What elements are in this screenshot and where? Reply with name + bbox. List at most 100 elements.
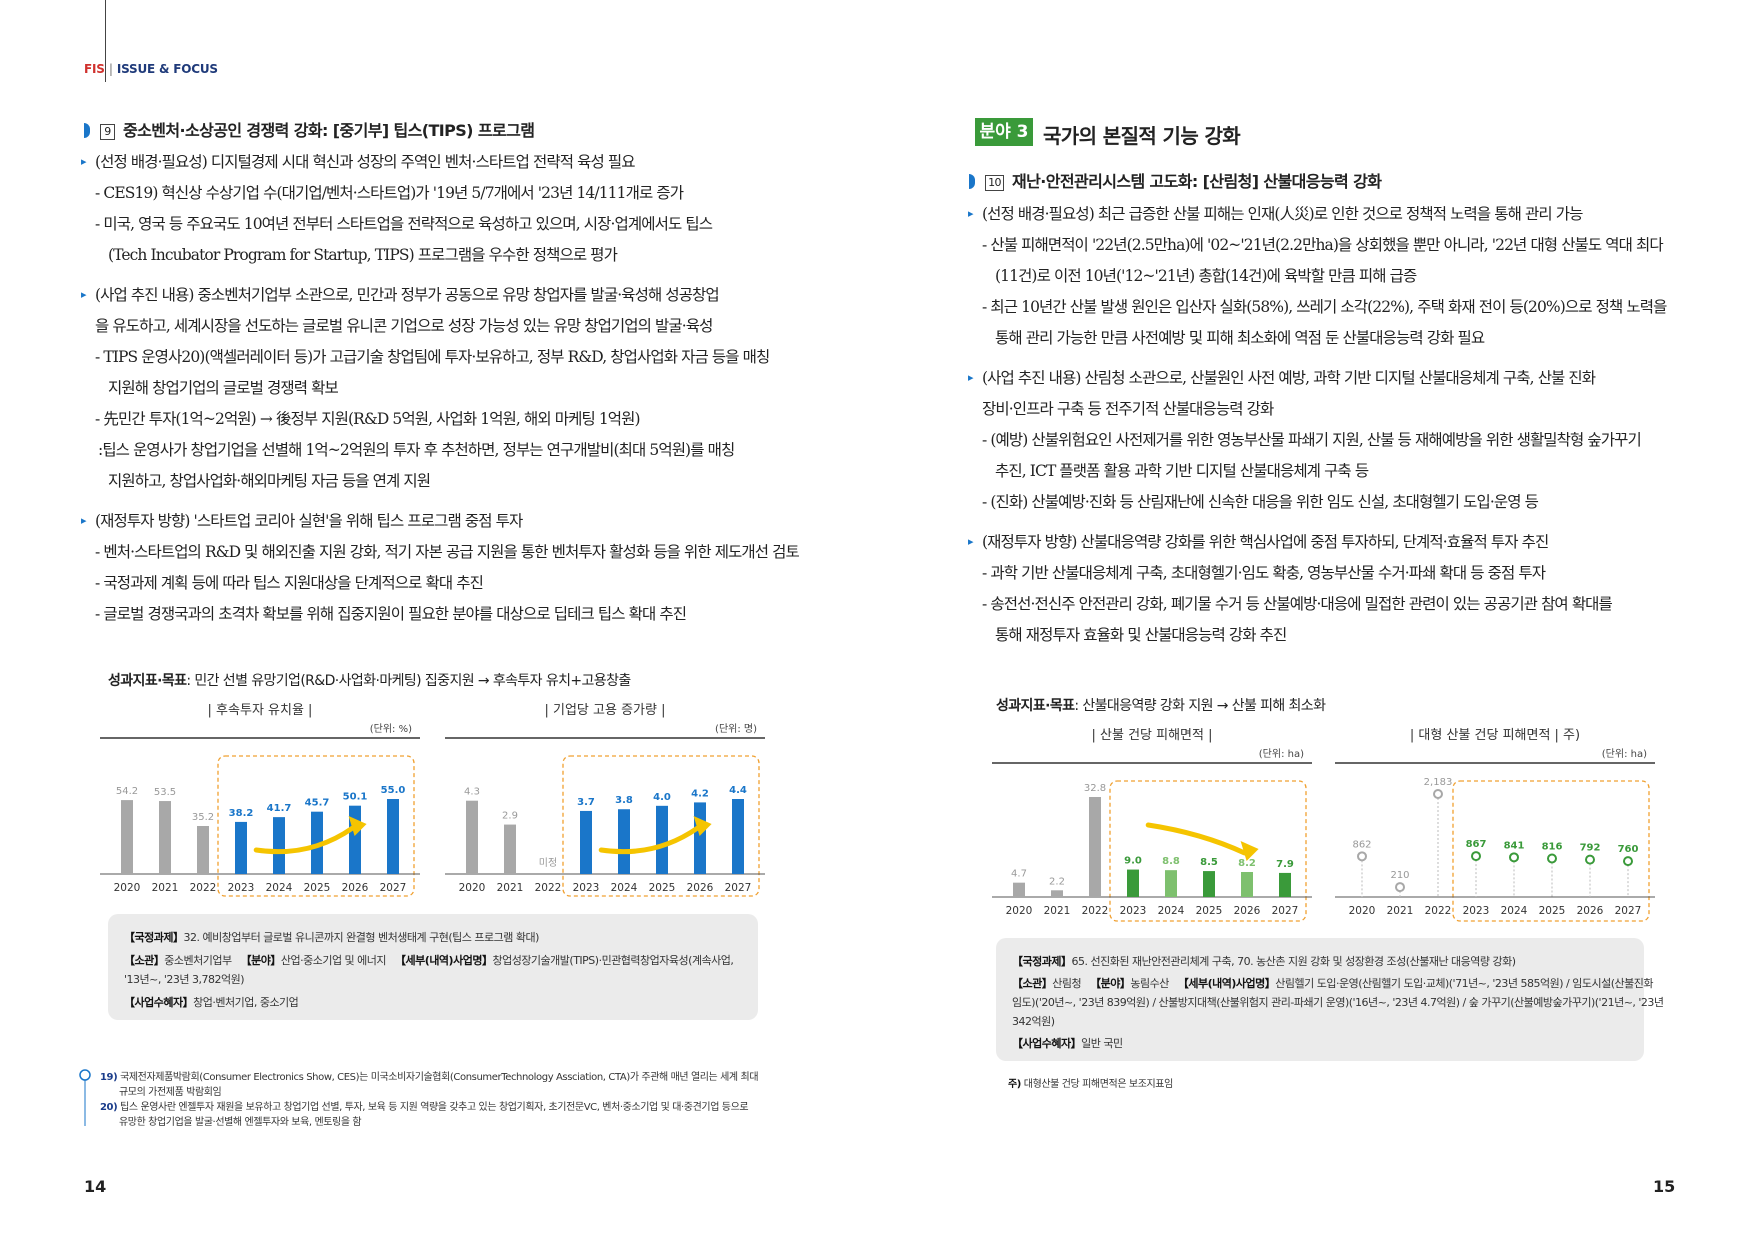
body-line: 추진, ICT 플랫폼 활용 과학 기반 디지털 산불대응체계 구축 등 (995, 462, 1369, 480)
data-label: 4.7 (1011, 869, 1027, 880)
body-line: - 산불 피해면적이 '22년(2.5만ha)에 '02~'21년(2.2만ha… (982, 236, 1664, 254)
chart-title: | 대형 산불 건당 피해면적 | 주) (1410, 728, 1580, 743)
bullet-paragraph: (재정투자 방향) '스타트업 코리아 실현'을 위해 팁스 프로그램 중점 투… (81, 511, 523, 531)
bar (694, 802, 706, 874)
data-label: 9.0 (1124, 856, 1142, 867)
box-line-3: 임도)('20년~, '23년 839억원) / 산불방지대책(산불위험지 관리… (1012, 996, 1664, 1009)
right-info-box: 【국정과제】65. 선진화된 재난안전관리체계 구축, 70. 농산촌 지원 강… (996, 938, 1664, 1061)
body-line: - 벤처·스타트업의 R&D 및 해외진출 지원 강화, 적기 자본 공급 지원… (95, 543, 800, 561)
data-label: 55.0 (381, 785, 406, 796)
lollipop-point (1623, 856, 1633, 867)
data-label: 8.2 (1238, 858, 1256, 869)
lollipop-point (1585, 854, 1595, 865)
left-section-title: 9 중소벤처·소상공인 경쟁력 강화: [중기부] 팁스(TIPS) 프로그램 (84, 117, 535, 141)
body-line: - 국정과제 계획 등에 따라 팁스 지원대상을 단계적으로 확대 추진 (95, 574, 484, 592)
box-line-4: 【사업수혜자】창업·벤처기업, 중소기업 (124, 996, 299, 1009)
x-tick-label: 2022 (190, 882, 217, 894)
chart-employment-increase: | 기업당 고용 증가량 | (단위: 명) 2020 4.3 2021 2.9 2022 미… (445, 703, 765, 897)
body-line: 통해 관리 가능한 만큼 사전예방 및 피해 최소화에 역점 둔 산불대응능력 … (995, 329, 1485, 347)
x-tick-label: 2021 (1387, 905, 1414, 917)
body-line: 을 유도하고, 세계시장을 선도하는 글로벌 유니콘 기업으로 성장 가능성 있… (95, 317, 713, 335)
bar (197, 826, 209, 874)
data-label: 8.8 (1162, 856, 1180, 867)
chart-fire-damage-area: | 산불 건당 피해면적 | (단위: ha) 2020 4.7 2021 2.2 2022… (992, 728, 1312, 922)
trend-arrow (253, 825, 356, 855)
trend-arrow-head (1240, 841, 1259, 861)
data-label: 2.2 (1049, 876, 1065, 887)
box-line-2: 【소관】중소벤처기업부 【분야】산업·중소기업 및 에너지 【세부(내역)사업명… (124, 954, 734, 967)
lollipop-point (1357, 851, 1367, 862)
chart-large-fire-damage-area: | 대형 산불 건당 피해면적 | 주) (단위: ha) 2020 862 2021 2… (1335, 728, 1655, 922)
footnote-marker-icon (79, 1069, 91, 1126)
body-line: - 최근 10년간 산불 발생 원인은 입산자 실화(58%), 쓰레기 소각(… (982, 298, 1667, 316)
box-line-1: 【국정과제】65. 선진화된 재난안전관리체계 구축, 70. 농산촌 지원 강… (1012, 955, 1516, 968)
x-tick-label: 2021 (1044, 905, 1071, 917)
footnote-19: 19) 국제전자제품박람회(Consumer Electronics Show,… (100, 1072, 759, 1083)
bar (311, 811, 323, 874)
footnote-19-cont: 규모의 가전제품 박람회임 (119, 1087, 222, 1098)
x-tick-label: 2024 (1158, 905, 1185, 917)
chart-followup-investment: | 후속투자 유치율 | (단위: %) 2020 54.2 2021 53.5 2022 3… (100, 703, 420, 897)
chart-unit: (단위: 명) (715, 722, 757, 735)
x-tick-label: 2024 (266, 882, 293, 894)
bullet-paragraph: (재정투자 방향) 산불대응역량 강화를 위한 핵심사업에 중점 투자하되, 단… (968, 532, 1549, 552)
bar (656, 805, 668, 874)
bullet-marker-icon (84, 123, 90, 138)
x-tick-label: 2026 (342, 882, 369, 894)
data-label: 32.8 (1084, 783, 1106, 794)
x-tick-label: 2023 (1463, 905, 1490, 917)
bar (466, 800, 478, 874)
kpi-label: 성과지표·목표 (108, 673, 187, 689)
chart-unit: (단위: %) (370, 722, 412, 735)
x-tick-label: 2027 (725, 882, 752, 894)
kpi-text: : 산불대응역량 강화 지원 → 산불 피해 최소화 (1074, 698, 1326, 714)
brand-label: FIS (84, 62, 105, 76)
data-label: 35.2 (192, 812, 214, 823)
data-label: 4.4 (729, 785, 747, 796)
body-line: - 글로벌 경쟁국과의 초격차 확보를 위해 집중지원이 필요한 분야를 대상으… (95, 605, 687, 623)
x-tick-label: 2025 (649, 882, 676, 894)
x-tick-label: 2023 (573, 882, 600, 894)
x-tick-label: 2022 (1082, 905, 1109, 917)
bar (121, 800, 133, 874)
bar (1203, 871, 1215, 897)
body-line: (Tech Incubator Program for Startup, TIP… (108, 246, 618, 264)
body-line: - 先민간 투자(1억~2억원) → 後정부 지원(R&D 5억원, 사업화 1… (95, 410, 641, 428)
x-tick-label: 2020 (1006, 905, 1033, 917)
bar (732, 799, 744, 874)
field-title: 국가의 본질적 기능 강화 (1043, 124, 1241, 148)
data-label: 50.1 (343, 792, 368, 803)
x-tick-label: 2020 (114, 882, 141, 894)
page-number-left: 14 (84, 1177, 107, 1196)
chart-title: | 기업당 고용 증가량 | (545, 703, 666, 718)
x-tick-label: 2024 (611, 882, 638, 894)
x-tick-label: 2023 (1120, 905, 1147, 917)
bar (159, 801, 171, 874)
body-line: - (예방) 산불위험요인 사전제거를 위한 영농부산물 파쇄기 지원, 산불 … (982, 431, 1642, 449)
body-line: (11건)로 이전 10년('12~'21년) 총합(14건)에 육박할 만큼 … (995, 267, 1417, 285)
lollipop-point (1471, 851, 1481, 862)
trend-arrow (1145, 822, 1248, 856)
data-label: 미정 (539, 857, 557, 869)
data-label: 862 (1352, 839, 1371, 850)
bar (1089, 797, 1101, 897)
body-line: 지원하고, 창업사업화·해외마케팅 자금 등을 연계 지원 (108, 472, 431, 490)
data-label: 4.2 (691, 788, 709, 799)
bar (349, 805, 361, 874)
bar (387, 799, 399, 874)
body-line: - TIPS 운영사20)(액셀러레이터 등)가 고급기술 창업팀에 투자·보유… (95, 348, 770, 366)
lollipop-point (1547, 853, 1557, 864)
body-line: - (진화) 산불예방·진화 등 산림재난에 신속한 대응을 위한 임도 신설,… (982, 493, 1539, 511)
right-footnote: 주) 대형산불 건당 피해면적은 보조지표임 (1008, 1079, 1173, 1090)
body-line: 통해 재정투자 효율화 및 산불대응능력 강화 추진 (995, 626, 1287, 644)
box-line-4: 342억원) (1012, 1015, 1055, 1028)
box-line-1: 【국정과제】32. 예비창업부터 글로벌 유니콘까지 완결형 벤처생태계 구현(… (124, 931, 539, 944)
x-tick-label: 2024 (1501, 905, 1528, 917)
data-label: 841 (1504, 840, 1525, 851)
x-tick-label: 2026 (687, 882, 714, 894)
data-label: 867 (1466, 839, 1487, 850)
x-tick-label: 2022 (535, 882, 562, 894)
field-badge: 분야 3 (975, 118, 1033, 146)
section-title-text: 재난·안전관리시스템 고도화: [산림청] 산불대응능력 강화 (1012, 172, 1382, 191)
lollipop-point (1433, 789, 1443, 799)
